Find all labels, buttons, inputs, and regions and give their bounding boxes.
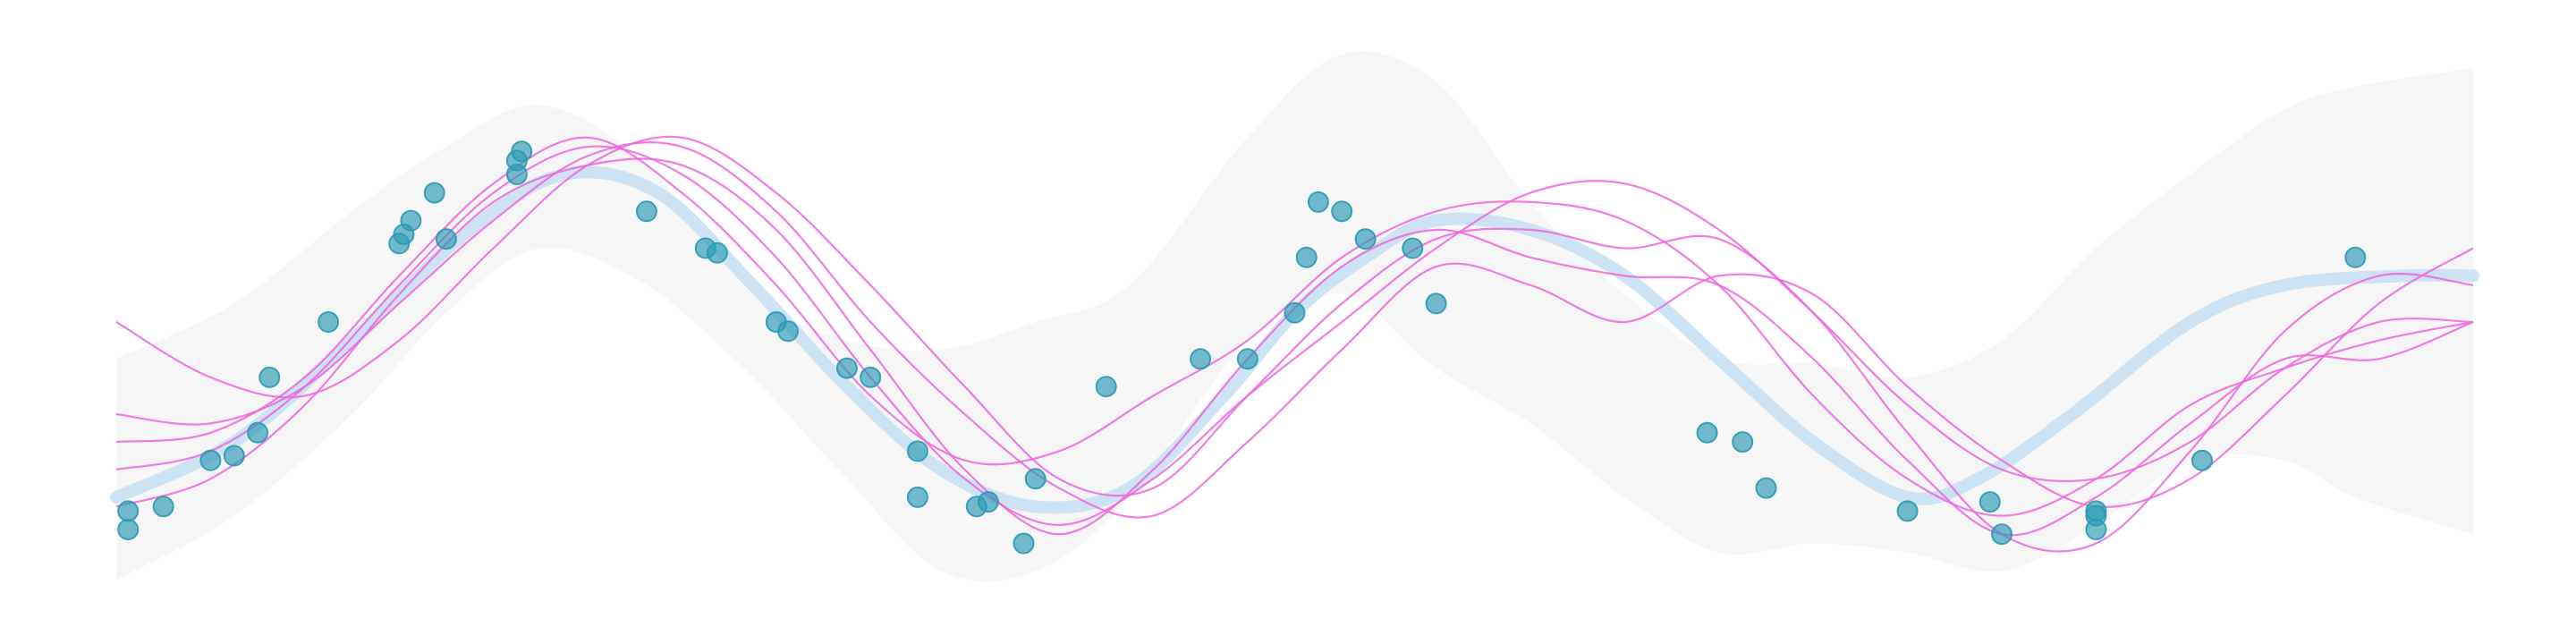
data-point [1190, 348, 1212, 370]
data-point [1295, 246, 1318, 268]
sample-line-5 [115, 135, 2474, 553]
data-point [318, 311, 340, 333]
data-point [835, 357, 858, 379]
data-point [511, 140, 533, 163]
sample-line-2 [115, 145, 2474, 527]
data-point [423, 182, 445, 204]
data-point [1284, 301, 1306, 324]
data-point [777, 320, 799, 343]
data-point [1991, 523, 2012, 546]
data-point [1331, 200, 1353, 223]
data-point [247, 421, 269, 444]
data-point [1425, 292, 1447, 315]
data-point [906, 486, 928, 508]
data-point [2085, 504, 2107, 527]
data-point [1732, 431, 1754, 453]
data-point [1979, 491, 2001, 513]
confidence-band-area [116, 51, 2473, 582]
data-point [906, 440, 928, 462]
data-point [1307, 191, 1329, 213]
confidence-band [116, 51, 2473, 582]
data-point [977, 491, 999, 513]
data-point [1013, 532, 1035, 555]
data-point [860, 366, 882, 388]
data-point [435, 228, 457, 250]
data-point [1896, 500, 1919, 522]
data-point [2191, 449, 2213, 471]
sample-line-1 [115, 136, 2474, 517]
data-point [706, 242, 728, 264]
data-point [1696, 421, 1718, 444]
data-point [400, 209, 422, 232]
data-point [2344, 246, 2367, 268]
data-point [117, 519, 140, 540]
data-point [1354, 228, 1377, 250]
data-point [1024, 468, 1046, 490]
observation-points [117, 140, 2367, 555]
data-point [1402, 237, 1424, 259]
data-point [152, 496, 174, 518]
data-point [223, 445, 245, 467]
data-point [117, 500, 140, 522]
data-point [199, 449, 222, 471]
data-point [258, 366, 281, 388]
data-point [635, 200, 657, 223]
data-point [1236, 348, 1258, 370]
sample-line-4 [115, 157, 2474, 537]
data-point [1755, 477, 1777, 499]
data-point [1095, 376, 1117, 398]
